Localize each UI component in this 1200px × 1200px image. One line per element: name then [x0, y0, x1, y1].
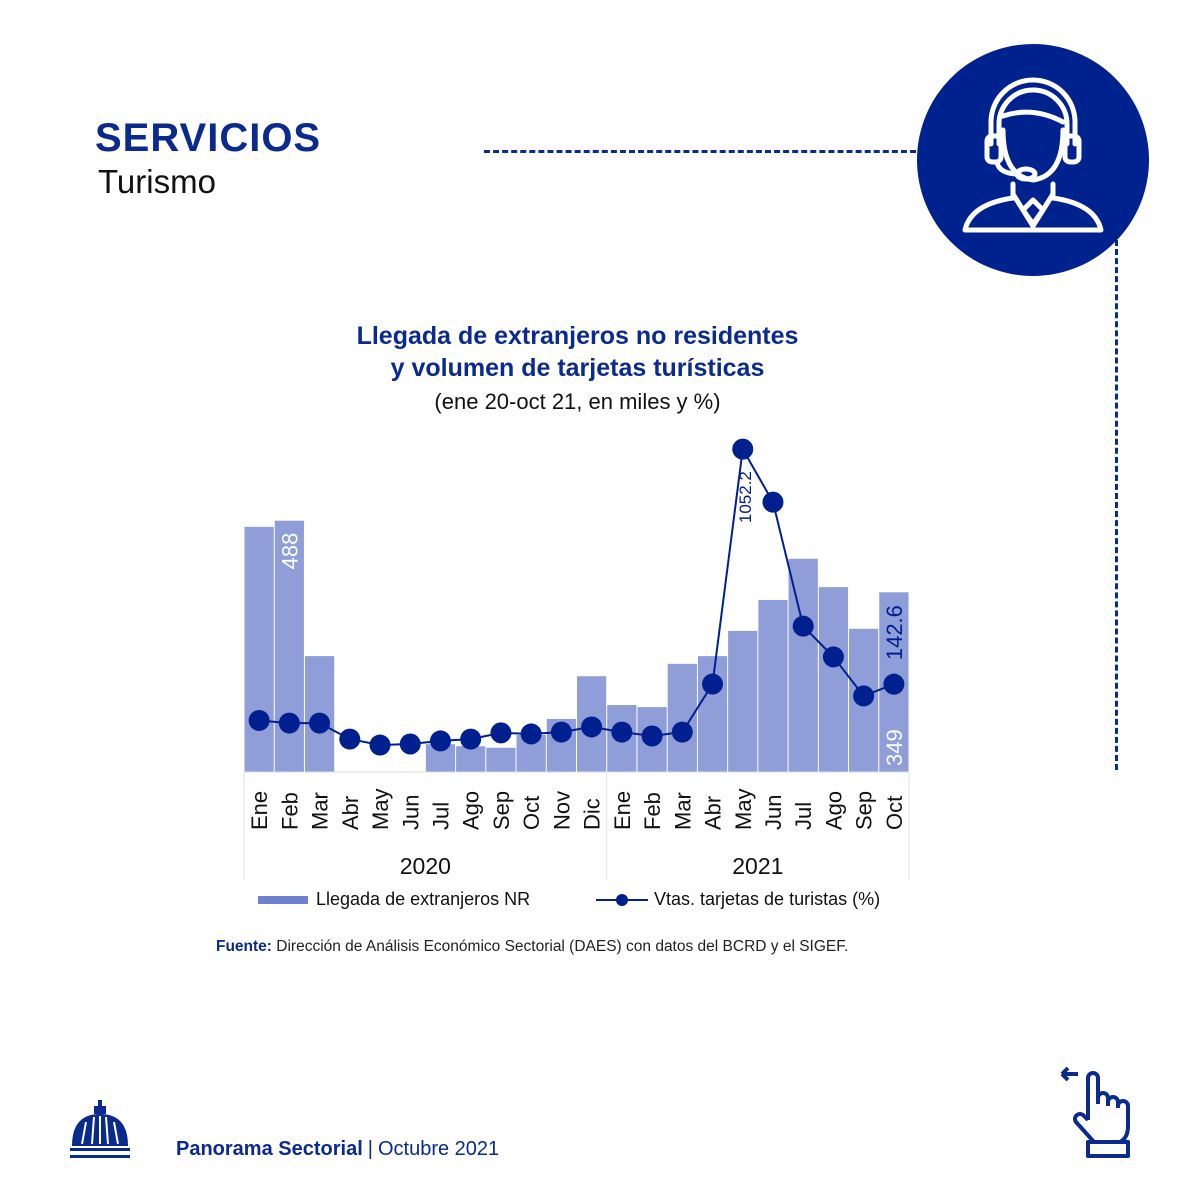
line-point	[369, 734, 391, 756]
line-point	[883, 673, 905, 695]
legend-line-swatch	[596, 893, 648, 906]
line-point	[550, 721, 572, 743]
bar	[667, 663, 697, 772]
bar	[818, 587, 849, 772]
x-tick-label: Feb	[277, 792, 302, 830]
line-point	[853, 685, 875, 707]
bar	[697, 656, 728, 772]
year-label: 2020	[400, 853, 451, 879]
x-tick-label: Abr	[338, 796, 363, 830]
publication-date: Octubre 2021	[377, 1138, 500, 1160]
line-point	[248, 709, 270, 731]
chart-title-line2: y volumen de tarjetas turísticas	[390, 354, 765, 382]
customer-service-icon	[917, 44, 1149, 276]
x-tick-label: Oct	[519, 796, 544, 830]
footer-separator: |	[367, 1138, 373, 1160]
bar	[244, 526, 274, 772]
x-tick-label: Sep	[489, 791, 514, 830]
bar	[758, 599, 788, 772]
legend-bar-swatch	[258, 895, 308, 904]
dashed-divider	[484, 150, 916, 153]
line-point	[520, 723, 542, 745]
x-tick-label: Jun	[398, 795, 423, 830]
source-label: Fuente:	[216, 938, 272, 955]
legend-item-line: Vtas. tarjetas de turistas (%)	[596, 889, 880, 910]
year-label: 2021	[732, 853, 783, 879]
x-tick-label: Ene	[610, 791, 635, 830]
x-tick-label: Feb	[640, 792, 665, 830]
x-tick-label: Dic	[580, 798, 605, 830]
legend-label: Llegada de extranjeros NR	[316, 889, 531, 909]
dashed-divider-vertical	[1115, 240, 1118, 770]
bar	[788, 558, 818, 772]
x-tick-label: May	[731, 788, 756, 830]
legend-label: Vtas. tarjetas de turistas (%)	[654, 889, 881, 909]
chart-title: Llegada de extranjeros no residentes	[356, 322, 799, 350]
line-point	[339, 728, 361, 750]
x-tick-label: Ago	[459, 791, 484, 830]
line-point	[762, 491, 784, 513]
bar	[486, 747, 516, 772]
line-point	[792, 615, 814, 637]
line-point	[611, 721, 633, 743]
x-tick-label: Abr	[701, 796, 726, 830]
data-label: 1052.2	[736, 471, 755, 523]
x-tick-label: Oct	[882, 796, 907, 830]
line-point	[671, 721, 693, 743]
legend-item-bars: Llegada de extranjeros NR	[258, 889, 530, 910]
bar	[456, 746, 486, 772]
line-point	[490, 722, 512, 744]
data-label: 349	[882, 729, 907, 766]
line-point	[732, 438, 754, 460]
bar	[728, 630, 758, 772]
line-point	[581, 716, 603, 738]
line-point	[309, 712, 331, 734]
line-series	[259, 446, 895, 747]
line-point	[702, 673, 724, 695]
source-note: Fuente: Dirección de Análisis Económico …	[216, 938, 848, 956]
line-point	[822, 646, 844, 668]
x-tick-label: Jul	[791, 802, 816, 830]
line-point	[429, 730, 451, 752]
chart-subtitle: (ene 20-oct 21, en miles y %)	[434, 389, 721, 414]
x-tick-label: Ene	[247, 791, 272, 830]
swipe-hand-icon[interactable]	[1058, 1064, 1134, 1165]
x-tick-label: Jul	[428, 802, 453, 830]
data-label: 488	[277, 533, 302, 570]
publication-name: Panorama Sectorial	[176, 1138, 363, 1160]
x-tick-label: Sep	[852, 791, 877, 830]
x-tick-label: Jun	[761, 795, 786, 830]
source-text: Dirección de Análisis Económico Sectoria…	[271, 938, 849, 955]
dome-logo	[68, 1100, 132, 1165]
footer-text: Panorama Sectorial | Octubre 2021	[176, 1138, 499, 1161]
line-point	[278, 712, 300, 734]
section-title: SERVICIOS	[95, 116, 322, 160]
line-point	[460, 728, 482, 750]
x-tick-label: May	[368, 788, 393, 830]
line-point	[399, 733, 421, 755]
line-point	[641, 725, 663, 747]
x-tick-label: Mar	[670, 792, 695, 830]
data-label: 142.6	[882, 605, 907, 660]
x-tick-label: Ago	[821, 791, 846, 830]
x-tick-label: Nov	[549, 791, 574, 830]
section-subtitle: Turismo	[98, 163, 216, 200]
x-tick-label: Mar	[308, 792, 333, 830]
